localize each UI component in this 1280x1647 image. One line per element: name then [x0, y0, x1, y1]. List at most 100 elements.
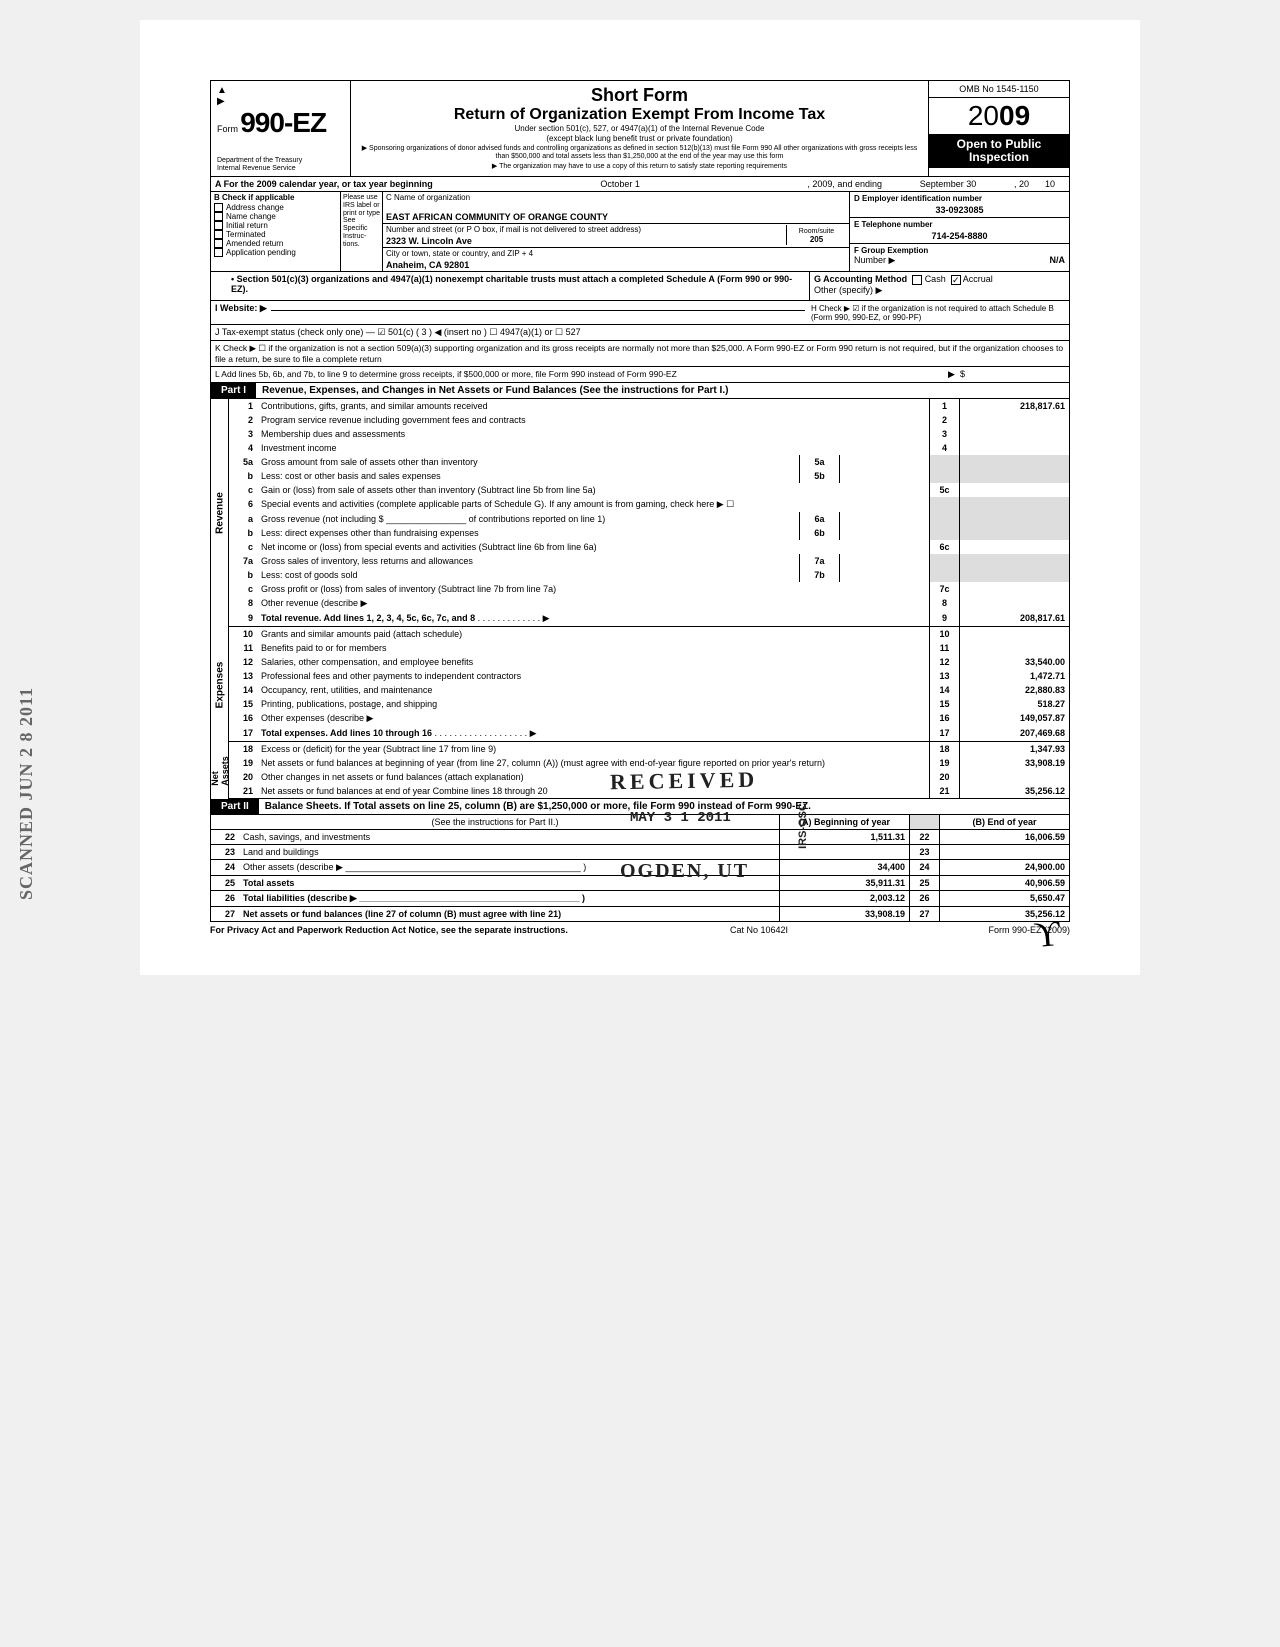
chk-initial-return[interactable]: Initial return	[211, 221, 340, 230]
line-15: Printing, publications, postage, and shi…	[259, 697, 929, 711]
rot-revenue-bar: Revenue	[210, 399, 228, 627]
line-7c-val	[959, 582, 1069, 596]
line-11: Benefits paid to or for members	[259, 641, 929, 655]
e-phone-label: E Telephone number	[854, 220, 1065, 229]
city-value: Anaheim, CA 92801	[386, 258, 846, 270]
line-21-val: 35,256.12	[959, 784, 1069, 798]
f-number-arrow: Number ▶	[854, 255, 895, 266]
city-label: City or town, state or country, and ZIP …	[386, 249, 846, 258]
line-12-val: 33,540.00	[959, 655, 1069, 669]
i-label: I Website: ▶	[215, 303, 267, 314]
chk-application-pending[interactable]: Application pending	[211, 248, 340, 257]
j-text: J Tax-exempt status (check only one) — ☑…	[215, 327, 581, 338]
chk-terminated[interactable]: Terminated	[211, 230, 340, 239]
line-7a: Gross sales of inventory, less returns a…	[259, 554, 799, 568]
form-header: ▲▶ Form 990-EZ Department of the Treasur…	[210, 80, 1070, 177]
line-20: Other changes in net assets or fund bala…	[259, 770, 929, 784]
bs-line-25: 25Total assets35,911.312540,906.59	[210, 876, 1070, 891]
line-7c: Gross profit or (loss) from sales of inv…	[259, 582, 929, 596]
i-website-value[interactable]	[271, 310, 805, 311]
sponsor-note: ▶ Sponsoring organizations of donor advi…	[359, 145, 920, 161]
line-17: Total expenses. Add lines 10 through 16 …	[259, 726, 929, 741]
dept-treasury: Department of the Treasury	[217, 157, 302, 164]
row-i-website: I Website: ▶ H Check ▶ ☑ if the organiza…	[210, 301, 1070, 325]
part-1-label: Part I	[211, 383, 256, 398]
addr-value: 2323 W. Lincoln Ave	[386, 234, 846, 246]
d-ein-value: 33-0923085	[854, 205, 1065, 215]
row-a-tax-year: A For the 2009 calendar year, or tax yea…	[210, 177, 1070, 192]
sec501-text: • Section 501(c)(3) organizations and 49…	[211, 272, 809, 300]
rot-expenses-bar: Expenses	[210, 627, 228, 742]
b-header: B Check if applicable	[211, 192, 340, 203]
bs-line-24: 24Other assets (describe ▶ _____________…	[210, 860, 1070, 876]
stamp-scanned: SCANNED JUN 2 8 2011	[16, 687, 37, 900]
line-13-val: 1,472.71	[959, 669, 1069, 683]
subtitle-except: (except black lung benefit trust or priv…	[359, 134, 920, 144]
line-3-val	[959, 427, 1069, 441]
line-10-val	[959, 627, 1069, 641]
org-name: EAST AFRICAN COMMUNITY OF ORANGE COUNTY	[386, 202, 846, 222]
chk-cash[interactable]	[912, 275, 922, 285]
line-9-val: 208,817.61	[959, 611, 1069, 626]
line-5b: Less: cost or other basis and sales expe…	[259, 469, 799, 483]
line-8: Other revenue (describe ▶	[259, 596, 929, 611]
chk-name-change[interactable]: Name change	[211, 212, 340, 221]
page-footer: For Privacy Act and Paperwork Reduction …	[210, 922, 1070, 935]
l-text: L Add lines 5b, 6b, and 7b, to line 9 to…	[215, 369, 948, 379]
bs-line-26: 26Total liabilities (describe ▶ ________…	[210, 891, 1070, 907]
footer-privacy: For Privacy Act and Paperwork Reduction …	[210, 925, 730, 935]
form-990ez-page: ▲▶ Form 990-EZ Department of the Treasur…	[140, 20, 1140, 975]
title-return: Return of Organization Exempt From Incom…	[359, 106, 920, 124]
line-1: Contributions, gifts, grants, and simila…	[259, 399, 929, 413]
bs-line-27: 27Net assets or fund balances (line 27 o…	[210, 907, 1070, 922]
row-a-end: September 30	[888, 179, 1008, 189]
line-19: Net assets or fund balances at beginning…	[259, 756, 929, 770]
line-18: Excess or (deficit) for the year (Subtra…	[259, 742, 929, 756]
row-l: L Add lines 5b, 6b, and 7b, to line 9 to…	[210, 367, 1070, 383]
chk-accrual[interactable]: ✓	[951, 275, 961, 285]
line-1-val: 218,817.61	[959, 399, 1069, 413]
line-6c: Net income or (loss) from special events…	[259, 540, 929, 554]
row-a-begin: October 1	[439, 179, 802, 189]
line-6a: Gross revenue (not including $ _________…	[259, 512, 799, 526]
line-17-val: 207,469.68	[959, 726, 1069, 741]
title-short-form: Short Form	[359, 85, 920, 106]
line-2-val	[959, 413, 1069, 427]
line-16-val: 149,057.87	[959, 711, 1069, 726]
line-5c-val	[959, 483, 1069, 497]
header-left: ▲▶ Form 990-EZ Department of the Treasur…	[211, 81, 351, 176]
f-value: N/A	[1050, 255, 1066, 266]
row-501c3-g: • Section 501(c)(3) organizations and 49…	[210, 272, 1070, 301]
col-ein-phone: D Employer identification number 33-0923…	[849, 192, 1069, 271]
line-11-val	[959, 641, 1069, 655]
header-right: OMB No 1545-1150 2009 Open to Public Ins…	[929, 81, 1069, 176]
bs-col-b: (B) End of year	[939, 815, 1069, 829]
row-j-tax-status: J Tax-exempt status (check only one) — ☑…	[210, 325, 1070, 341]
chk-address-change[interactable]: Address change	[211, 203, 340, 212]
line-6b: Less: direct expenses other than fundrai…	[259, 526, 799, 540]
form-number: 990-EZ	[240, 107, 326, 138]
open-to-public: Open to Public Inspection	[929, 134, 1069, 168]
room-suite: Room/suite 205	[786, 225, 846, 245]
line-3: Membership dues and assessments	[259, 427, 929, 441]
state-note: ▶ The organization may have to use a cop…	[359, 163, 920, 171]
addr-label: Number and street (or P O box, if mail i…	[386, 225, 846, 234]
part-1-title: Revenue, Expenses, and Changes in Net As…	[256, 383, 1069, 398]
line-14: Occupancy, rent, utilities, and maintena…	[259, 683, 929, 697]
rot-netassets-bar: Net Assets	[210, 742, 228, 799]
line-4-val	[959, 441, 1069, 455]
tax-year: 2009	[929, 98, 1069, 134]
line-5c: Gain or (loss) from sale of assets other…	[259, 483, 929, 497]
part-2-header: Part II Balance Sheets. If Total assets …	[210, 799, 1070, 815]
line-2: Program service revenue including govern…	[259, 413, 929, 427]
chk-amended[interactable]: Amended return	[211, 239, 340, 248]
part-2-label: Part II	[211, 799, 259, 814]
l-dollar: $	[960, 369, 965, 379]
line-21: Net assets or fund balances at end of ye…	[259, 784, 929, 798]
omb-number: OMB No 1545-1150	[929, 81, 1069, 98]
line-9: Total revenue. Add lines 1, 2, 3, 4, 5c,…	[259, 611, 929, 626]
row-a-label: A For the 2009 calendar year, or tax yea…	[215, 179, 433, 189]
line-15-val: 518.27	[959, 697, 1069, 711]
line-16: Other expenses (describe ▶	[259, 711, 929, 726]
line-12: Salaries, other compensation, and employ…	[259, 655, 929, 669]
